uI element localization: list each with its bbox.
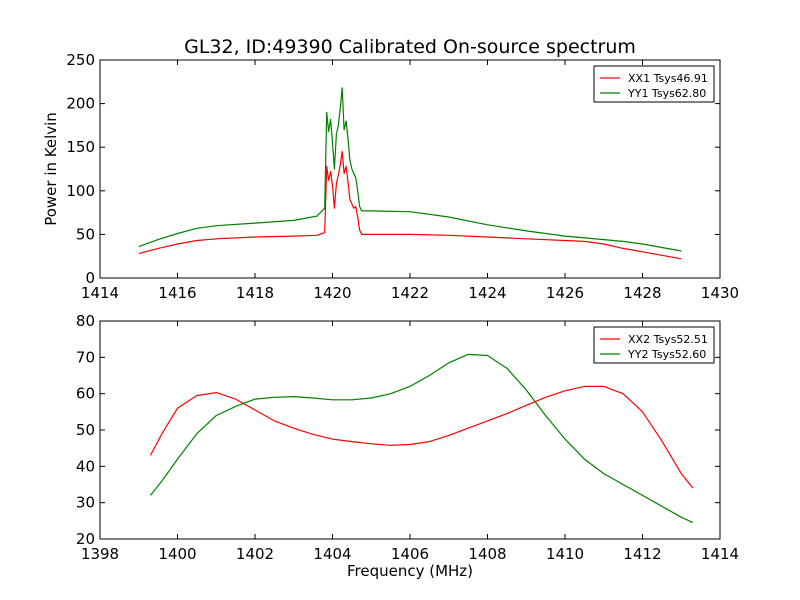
top-ylabel: Power in Kelvin: [42, 112, 60, 226]
top-ytick-label: 150: [66, 138, 95, 156]
bottom-xtick-label: 1400: [158, 545, 196, 563]
bottom-series-yy-line: [149, 353, 694, 524]
top-xtick-label: 1420: [313, 284, 351, 302]
top-xtick-label: 1416: [158, 284, 196, 302]
bottom-series-xx-line: [149, 385, 694, 489]
top-xtick-label: 1426: [546, 284, 584, 302]
top-xtick-label: 1430: [701, 284, 739, 302]
top-xtick-label: 1424: [468, 284, 506, 302]
top-xtick-label: 1422: [391, 284, 429, 302]
bottom-ytick-label: 60: [76, 385, 95, 403]
bottom-ytick-label: 40: [76, 457, 95, 475]
bottom-xtick-label: 1406: [391, 545, 429, 563]
bottom-ytick-label: 30: [76, 494, 95, 512]
top-legend-label: XX1 Tsys46.91: [628, 72, 708, 85]
bottom-xtick-label: 1412: [623, 545, 661, 563]
bottom-xtick-label: 1410: [546, 545, 584, 563]
top-legend: [593, 65, 715, 103]
bottom-ytick-label: 70: [76, 348, 95, 366]
top-xtick-label: 1428: [623, 284, 661, 302]
bottom-legend: [593, 326, 715, 364]
top-series-yy-line: [138, 87, 682, 252]
bottom-ytick-label: 80: [76, 312, 95, 330]
top-ytick-label: 200: [66, 95, 95, 113]
top-chart: 1414 1416 1418 1420 1422 1424 1426 1428 1430 0 50 1…: [66, 51, 739, 302]
bottom-xlabel: Frequency (MHz): [347, 562, 473, 580]
chart-title: GL32, ID:49390 Calibrated On-source spec…: [184, 36, 636, 58]
bottom-legend-label: XX2 Tsys52.51: [628, 333, 708, 346]
top-xtick-label: 1414: [81, 284, 119, 302]
top-series-xx-line: [138, 151, 682, 260]
top-ytick-label: 100: [66, 182, 95, 200]
bottom-chart: 1398 1400 1402 1404 1406 1408 1410 1412 1414 20 30…: [76, 312, 739, 563]
bottom-ytick-label: 20: [76, 530, 95, 548]
top-ytick-label: 0: [85, 269, 95, 287]
top-ytick-label: 250: [66, 51, 95, 69]
bottom-legend-label: YY2 Tsys52.60: [627, 348, 706, 361]
bottom-xtick-label: 1402: [236, 545, 274, 563]
top-xtick-label: 1418: [236, 284, 274, 302]
bottom-xtick-label: 1404: [313, 545, 351, 563]
bottom-xtick-label: 1398: [81, 545, 119, 563]
top-ytick-label: 50: [76, 225, 95, 243]
bottom-xtick-label: 1408: [468, 545, 506, 563]
bottom-ytick-label: 50: [76, 421, 95, 439]
bottom-xtick-label: 1414: [701, 545, 739, 563]
top-legend-label: YY1 Tsys62.80: [627, 87, 706, 100]
